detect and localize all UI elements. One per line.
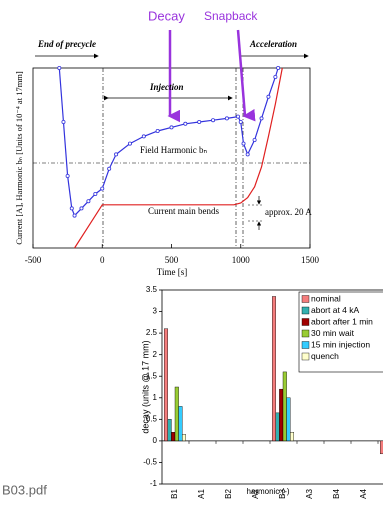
point [252,137,257,142]
point [69,206,74,211]
x-tick-label: A4 [359,489,368,499]
plot-frame [161,289,383,485]
annotation: Snapback [204,9,258,23]
annotation: End of precycle [37,39,96,49]
bar [286,397,291,442]
point [65,173,70,178]
legend-swatch [301,352,310,361]
x-tick-label: -500 [25,255,42,265]
legend-swatch [301,318,310,326]
x-tick-label: A3 [305,489,314,499]
point [259,116,264,121]
y-tick-label: 2 [153,350,158,359]
bar [181,434,186,442]
curve [58,67,279,217]
x-tick-label: B2 [224,489,233,499]
x-tick-label: B4 [332,489,341,499]
point [211,118,216,123]
point [79,206,84,211]
point [276,66,281,71]
annotation: Decay [148,8,185,23]
point [61,120,66,125]
point [127,141,132,146]
bar [174,386,179,442]
point [266,94,271,99]
bar [167,419,172,442]
legend-swatch [301,295,310,303]
point [238,120,243,125]
y-axis-label: Current [A], Harmonic bₙ [Units of 10⁻⁴ … [14,71,24,245]
y-tick-label: 0 [153,436,158,445]
x-tick-label: A2 [251,489,260,499]
annotation: Injection [149,82,184,92]
curve [74,67,283,249]
legend-label: 15 min injection [311,339,370,349]
annotation: Acceleration [249,39,297,49]
y-tick-label: 3.5 [146,285,158,294]
x-axis-label: Time [s] [157,267,187,277]
bar [171,432,176,442]
bar [282,371,287,442]
point [86,199,91,204]
bar [272,296,277,442]
x-tick-label: 1500 [301,255,320,265]
legend-label: quench [311,351,339,361]
y-tick-label: 1.5 [146,371,158,380]
point [224,116,229,121]
annotation: approx. 20 A [265,207,312,217]
legend-swatch [301,306,310,315]
point [235,114,240,119]
point [72,213,77,218]
x-tick-label: 0 [100,255,105,265]
y-tick-label: 2.5 [146,328,158,337]
y-tick-label: 1 [153,393,158,402]
x-tick-label: 500 [165,255,179,265]
point [57,66,62,71]
point [241,141,246,146]
y-axis-label: decay (units @ 17 mm) [140,340,150,433]
x-axis-label: harmonic (-) [246,487,289,496]
arrow [236,29,256,122]
bar [380,440,383,455]
x-tick-label: B3 [278,489,287,499]
y-tick-label: -0.5 [143,458,157,467]
y-tick-label: -1 [150,479,158,488]
x-tick-label: 1000 [232,255,251,265]
legend-label: nominal [311,293,341,303]
point [141,134,146,139]
x-tick-label: B1 [170,489,179,499]
bar [275,412,280,442]
y-tick-label: 0.5 [146,414,158,423]
point [183,121,188,126]
legend [298,291,383,373]
point [197,120,202,125]
point [114,152,119,157]
x-tick-label: A1 [197,489,206,499]
point [93,191,98,196]
legend-label: 30 min wait [311,328,355,338]
annotation: Field Harmonic bₙ [140,145,207,155]
legend-label: abort after 1 min [311,316,373,326]
point [245,152,250,157]
legend-swatch [301,329,310,338]
bar [178,406,183,442]
legend-swatch [301,341,310,349]
point [155,128,160,133]
annotation: Current main bends [148,206,219,216]
legend-label: abort at 4 kA [311,305,360,315]
y-tick-label: 3 [153,307,158,316]
point [107,166,112,171]
bar [279,388,284,442]
point [169,125,174,130]
point [273,75,278,80]
bar [290,432,295,442]
file-name: B03.pdf [2,482,47,497]
point [100,186,105,191]
bar [163,328,168,442]
